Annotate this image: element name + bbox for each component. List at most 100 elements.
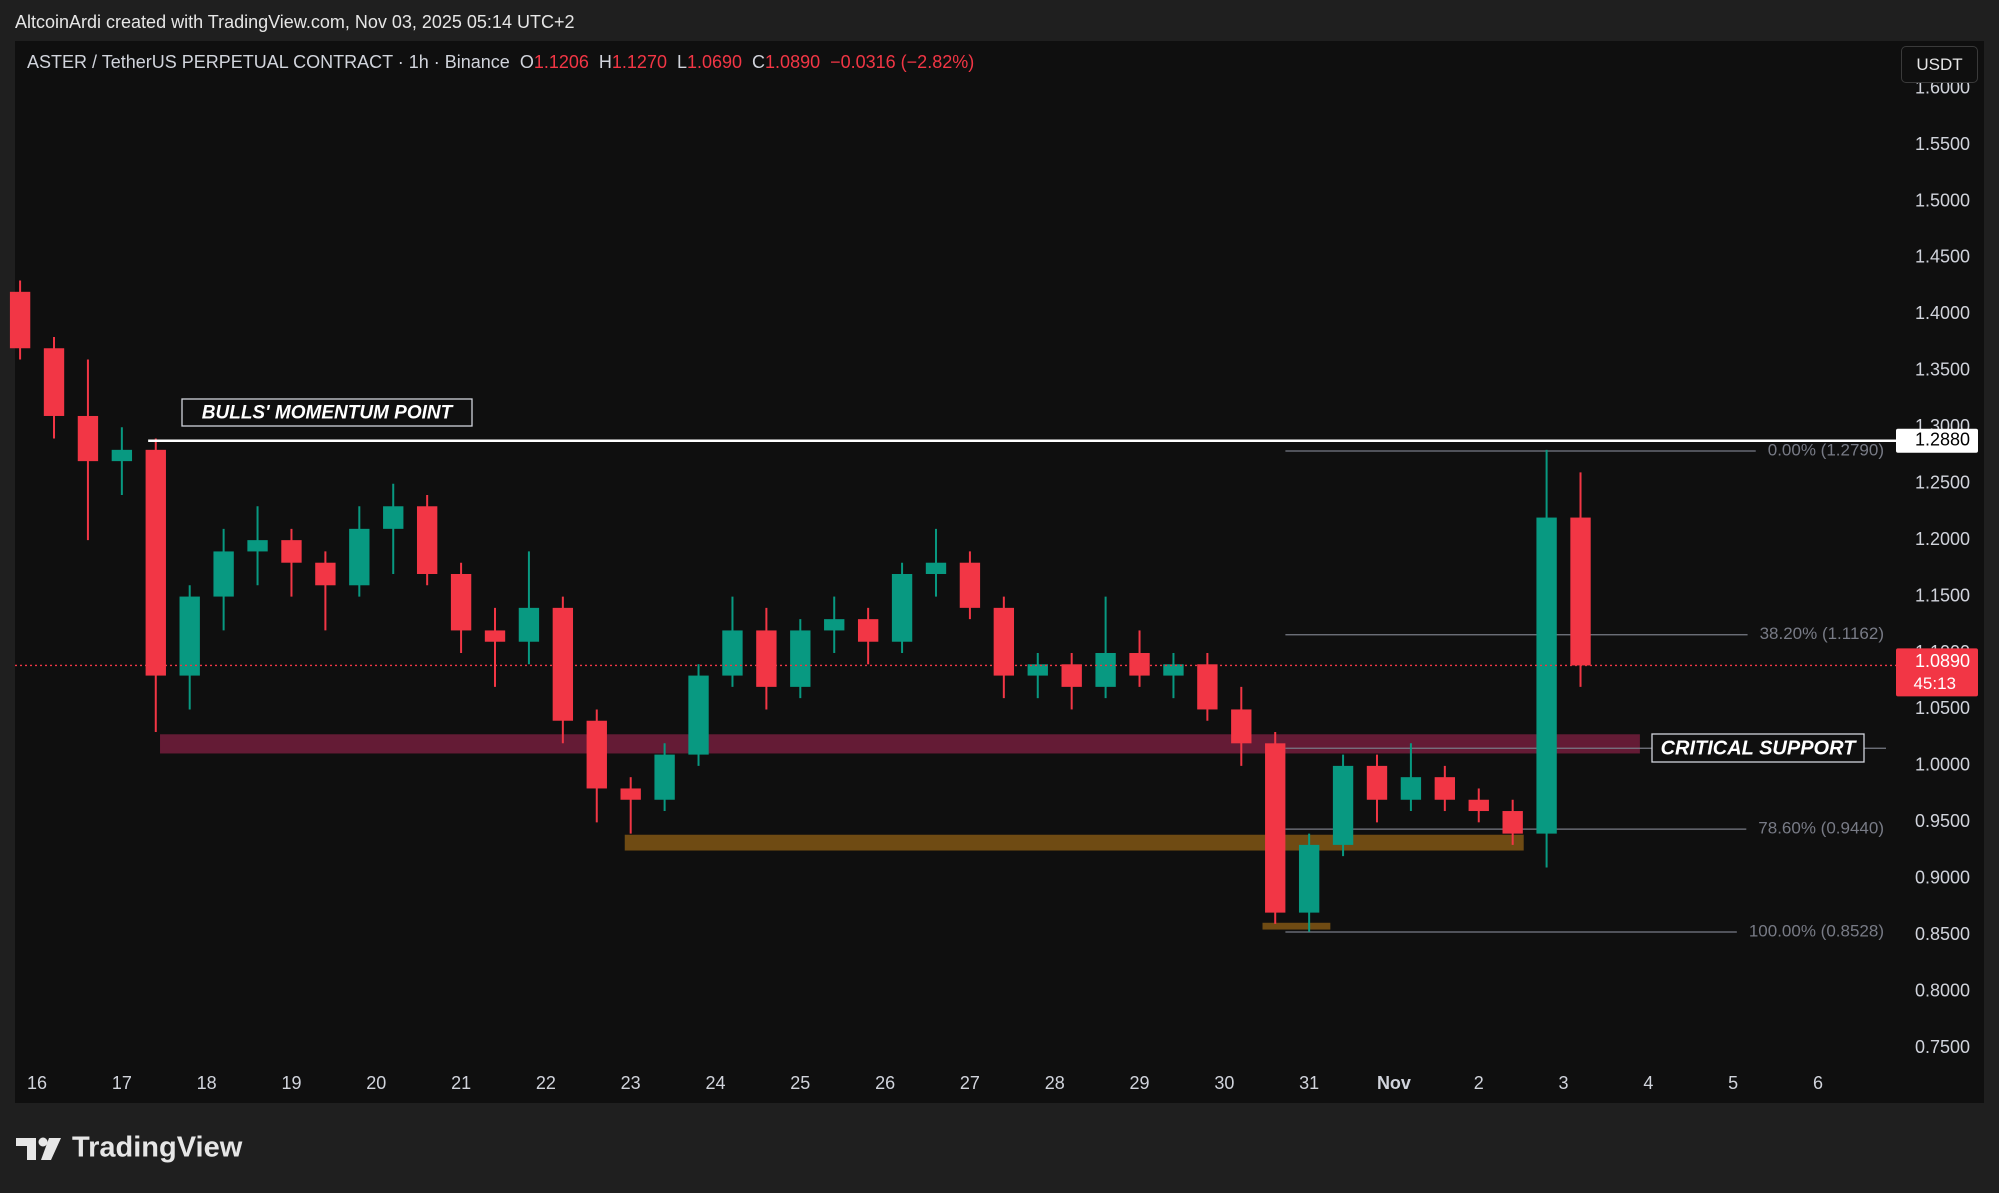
candle-body [77, 415, 99, 462]
candle-body [722, 630, 743, 676]
symbol-name: ASTER / TetherUS PERPETUAL CONTRACT · 1h… [27, 52, 510, 72]
credit: AltcoinArdi created with TradingView.com… [15, 12, 575, 32]
candle-body [891, 574, 913, 642]
candle-body [1434, 777, 1456, 800]
candle-body [654, 754, 675, 800]
candle-body [484, 630, 506, 642]
x-tick-label: 3 [1559, 1073, 1569, 1093]
y-tick-label: 1.2000 [1915, 529, 1970, 549]
ohlc-key: H [598, 52, 612, 72]
x-tick-label: 30 [1214, 1073, 1234, 1093]
candle-body [518, 607, 540, 642]
last-price-bg [1896, 648, 1978, 697]
x-tick-label: 4 [1643, 1073, 1653, 1093]
candle-body [824, 619, 845, 631]
ohlc-value: 1.1206 [533, 52, 589, 72]
fib-label: 38.20% (1.1162) [1760, 624, 1884, 643]
zone [624, 834, 1524, 851]
candle-body [349, 528, 370, 586]
candle-body [1298, 844, 1320, 913]
price-label: 1.2880 [1915, 430, 1970, 450]
candle-body [213, 551, 234, 597]
x-tick-label: 2 [1474, 1073, 1484, 1093]
candle-body [1536, 517, 1557, 834]
countdown: 45:13 [1913, 674, 1956, 693]
candle-body [756, 630, 777, 687]
x-tick-label: 23 [621, 1073, 641, 1093]
candle-body [959, 562, 981, 608]
candle-body [1061, 664, 1082, 687]
y-tick-label: 1.2500 [1915, 472, 1970, 492]
annotation: CRITICAL SUPPORT [1661, 737, 1858, 759]
y-tick-label: 0.9500 [1915, 811, 1970, 831]
candle-body [111, 449, 133, 462]
ohlc-value: 1.0690 [686, 52, 743, 72]
x-tick-label: 28 [1045, 1073, 1065, 1093]
fib-label: 100.00% (0.8528) [1749, 922, 1884, 941]
brand: TradingView [72, 1132, 243, 1164]
x-tick-label: 27 [960, 1073, 980, 1093]
x-tick-label: 19 [281, 1073, 301, 1093]
y-tick-label: 0.8000 [1915, 980, 1970, 1000]
x-tick-label: 5 [1728, 1073, 1738, 1093]
candle-body [1502, 811, 1523, 834]
annotation: BULLS' MOMENTUM POINT [202, 403, 454, 424]
x-tick-label: 24 [705, 1073, 725, 1093]
candle-body [620, 788, 641, 800]
ohlc-value: 1.1270 [611, 52, 667, 72]
candle-body [688, 675, 709, 755]
ohlc-key: L [676, 52, 687, 72]
candle-body [179, 596, 200, 676]
x-tick-label: 6 [1813, 1073, 1823, 1093]
annotation-box [1651, 733, 1865, 763]
candle-body [925, 562, 947, 574]
x-tick-label: 31 [1299, 1073, 1319, 1093]
candle-body [9, 291, 31, 349]
x-tick-label: 26 [875, 1073, 895, 1093]
candle-body [315, 562, 336, 586]
candle-body [1231, 709, 1252, 744]
plot: 0.7500 0.8000 0.8500 0.9000 0.9500 1.0000 1.05… [9, 77, 1978, 1093]
y-tick-label: 0.8500 [1915, 924, 1970, 944]
y-tick-label: 1.4000 [1915, 303, 1970, 323]
ohlc-value: 1.0890 [765, 52, 821, 72]
x-tick-label: 29 [1130, 1073, 1150, 1093]
candle-body [993, 607, 1015, 676]
candle-body [43, 348, 65, 416]
candle-body [1570, 517, 1591, 666]
candle-body [1400, 777, 1422, 800]
candle-body [383, 506, 404, 529]
x-tick-label: Nov [1377, 1073, 1411, 1093]
x-tick-label: 18 [197, 1073, 217, 1093]
candle-body [450, 574, 472, 631]
candle-body [790, 630, 811, 687]
candle-body [857, 619, 879, 642]
zone [1262, 922, 1331, 930]
y-tick-label: 0.7500 [1915, 1037, 1970, 1057]
candle-body [281, 540, 302, 563]
zone [160, 734, 1640, 754]
fib-label: 78.60% (0.9440) [1758, 819, 1884, 838]
fib-label: 0.00% (1.2790) [1768, 440, 1884, 459]
ohlc-key: C [752, 52, 766, 72]
candle-body [1095, 653, 1116, 687]
currency-button[interactable]: USDT [1901, 46, 1978, 83]
y-tick-label: 1.0000 [1915, 755, 1970, 775]
y-tick-label: 1.4500 [1915, 247, 1970, 267]
x-tick-label: 21 [451, 1073, 471, 1093]
chart-panel [15, 41, 1984, 1103]
change: −0.0316 (−2.82%) [830, 52, 975, 72]
candle-body [1468, 799, 1489, 812]
candle-body [552, 607, 574, 721]
y-tick-label: 1.5000 [1915, 190, 1970, 210]
x-tick-label: 22 [536, 1073, 556, 1093]
price-label-bg [1896, 428, 1978, 453]
candle-body [1197, 664, 1218, 710]
x-tick-label: 25 [790, 1073, 810, 1093]
candle-body [145, 449, 166, 676]
candle-body [1027, 664, 1048, 676]
candle-body [586, 720, 607, 789]
candle-body [1366, 765, 1388, 800]
